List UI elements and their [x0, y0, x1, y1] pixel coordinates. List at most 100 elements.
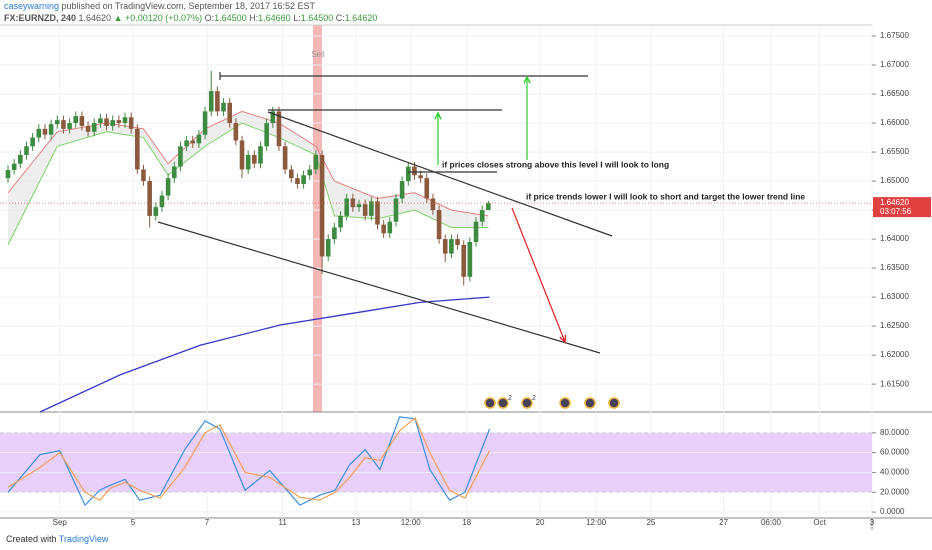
candle-body [295, 178, 300, 184]
y-tick-label: 1.63000 [880, 292, 909, 301]
x-tick-label: 12:00 [401, 518, 422, 527]
y-tick-label: 1.66500 [880, 89, 909, 98]
y-tick-label: 1.62000 [880, 350, 909, 359]
y-tick-label: 1.67500 [880, 31, 909, 40]
ohlc-label: H: [249, 13, 259, 23]
arrow-head [434, 111, 442, 120]
stoch-band [0, 432, 872, 493]
candle-body [135, 128, 140, 170]
candle-body [288, 169, 294, 179]
symbol-line: FX:EURNZD, 240 1.64620 ▲ +0.00120 (+0.07… [4, 13, 377, 23]
candle-body [245, 154, 251, 170]
candle-body [54, 120, 60, 125]
event-icon [559, 397, 571, 409]
candle-body [467, 241, 473, 277]
candle-body [356, 204, 362, 208]
candle-body [30, 137, 35, 147]
candle-body [332, 227, 337, 240]
candle-body [110, 120, 115, 126]
candle-body [375, 201, 380, 225]
candle-body [325, 239, 331, 257]
last-price-label: 1.64620 [880, 198, 909, 207]
x-tick-label: 13 [351, 518, 360, 527]
candle-body [442, 239, 448, 254]
candle-body [264, 123, 269, 147]
ohlc-value: 1.64500 [214, 13, 247, 23]
ohlc-value: 1.64620 [344, 13, 378, 23]
candle-body [190, 140, 196, 144]
candle-body [233, 123, 239, 141]
candle-body [227, 102, 233, 124]
candle-body [344, 198, 350, 216]
x-tick-label: 27 [719, 518, 728, 527]
candle-body [252, 154, 257, 164]
header-line: caseywarning published on TradingView.co… [4, 1, 315, 11]
event-icon [497, 397, 509, 409]
y-tick-label: 0.0000 [880, 507, 905, 516]
candle-body [5, 170, 11, 179]
candle-body [338, 215, 343, 228]
candle-body [436, 210, 442, 240]
candle-body [208, 91, 214, 112]
candle-body [276, 111, 282, 147]
candle-body [42, 128, 48, 135]
candle-body [196, 134, 202, 144]
x-tick-label: 11 [279, 518, 288, 527]
arrow-shaft [511, 207, 566, 343]
candle-body [36, 128, 42, 138]
x-tick-label: 12:00 [586, 518, 607, 527]
line [39, 296, 490, 413]
author[interactable]: caseywarning [4, 1, 60, 11]
last-price-box [873, 197, 931, 218]
chart: Sell Sep 5 7 11 13 12:00 18 20 12:00 25 27 06:00 Oct… [0, 24, 932, 530]
event-icon [484, 397, 496, 409]
candle-body [73, 116, 79, 124]
candle-body [85, 125, 91, 132]
candle-body [159, 195, 165, 208]
event-count: 2 [532, 395, 536, 402]
arrow-head [559, 334, 567, 344]
candle-body [393, 198, 399, 222]
annotation: if prices closes strong above this level… [442, 159, 669, 169]
created: Created with [6, 534, 57, 544]
line [7, 416, 491, 507]
candle-body [18, 154, 23, 164]
annotation: if price trends lower I will look to sho… [526, 191, 805, 201]
candle-body [313, 154, 319, 170]
candle-body [67, 123, 72, 129]
candle-body [449, 239, 454, 254]
candle-body [405, 166, 411, 182]
candle-body [301, 175, 306, 184]
trend-line [267, 111, 613, 237]
candle-body [128, 117, 134, 129]
candle-body [479, 210, 485, 222]
sell-label: Sell [311, 50, 325, 59]
candle-body [307, 169, 313, 176]
x-tick-label: 25 [646, 518, 655, 527]
y-tick-label: 1.65500 [880, 147, 909, 156]
candle-body [147, 181, 152, 216]
ohlc-label: L: [293, 13, 301, 23]
y-tick-label: 1.61500 [880, 379, 909, 388]
y-tick-label: 40.0000 [880, 468, 909, 477]
candle-body [369, 201, 374, 216]
candle-body [399, 181, 405, 199]
candle-body [418, 175, 423, 179]
candle-body [270, 111, 276, 124]
y-tick-label: 80.0000 [880, 428, 909, 437]
ohlc-value: 1.64660 [258, 13, 291, 23]
y-tick-label: 1.65000 [880, 176, 909, 185]
candle-body [424, 178, 430, 199]
event-icon [608, 397, 620, 409]
y-tick-label: 1.67000 [880, 60, 909, 69]
candle-body [362, 204, 368, 216]
candle-body [141, 169, 146, 182]
candle-body [184, 140, 189, 147]
candle-body [282, 146, 288, 170]
candle-body [430, 198, 436, 211]
candle-body [91, 123, 97, 132]
candle-body [116, 120, 122, 124]
published: published on TradingView.com, September … [61, 1, 316, 11]
brand[interactable]: TradingView [58, 534, 109, 544]
